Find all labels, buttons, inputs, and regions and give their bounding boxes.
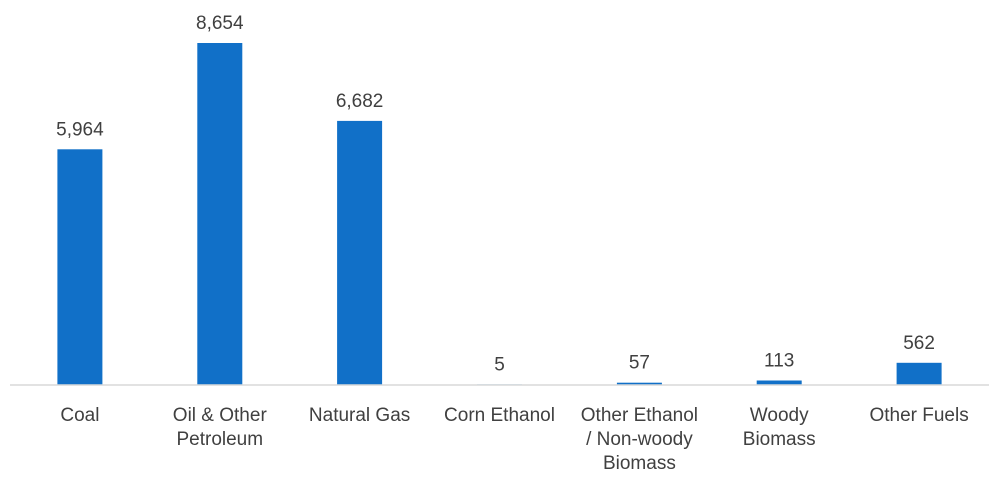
- bars-layer: [57, 43, 942, 386]
- data-label-4: 57: [629, 353, 650, 374]
- bar-6: [896, 362, 942, 385]
- bar-1: [197, 43, 243, 385]
- bar-5: [756, 380, 802, 385]
- bar-4: [616, 382, 662, 385]
- data-label-3: 5: [494, 354, 505, 375]
- category-label-6: Other Fuels: [869, 405, 968, 426]
- category-label-4: Other Ethanol / Non-woody Biomass: [581, 405, 698, 474]
- category-label-0: Coal: [60, 405, 99, 426]
- bar-0: [57, 149, 103, 385]
- data-label-5: 113: [764, 351, 794, 372]
- category-label-2: Natural Gas: [309, 405, 410, 426]
- category-label-3: Corn Ethanol: [444, 405, 555, 426]
- data-label-6: 562: [903, 333, 935, 354]
- data-label-2: 6,682: [336, 91, 384, 112]
- bar-2: [337, 120, 383, 386]
- data-labels-layer: 5,964 8,654 6,682 5 57 113 562: [56, 13, 935, 375]
- category-labels-layer: Coal Oil & Other Petroleum Natural Gas Corn …: [60, 405, 968, 474]
- category-label-1: Oil & Other Petroleum: [173, 405, 268, 450]
- category-label-5: Woody Biomass: [743, 405, 816, 450]
- data-label-0: 5,964: [56, 119, 104, 140]
- data-label-1: 8,654: [196, 13, 244, 34]
